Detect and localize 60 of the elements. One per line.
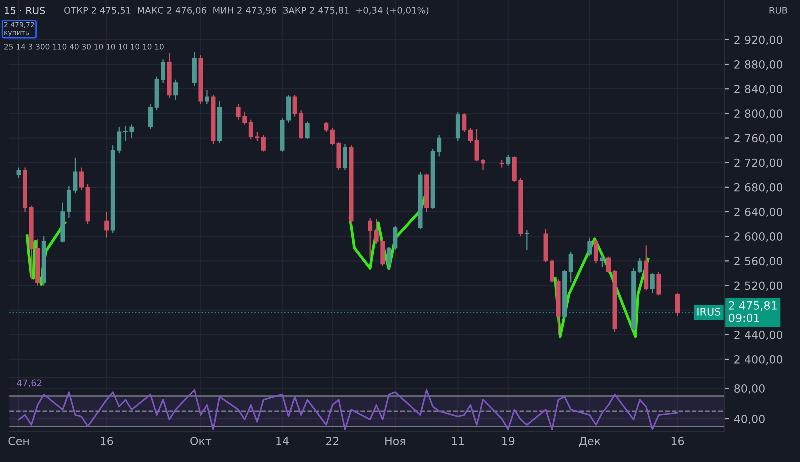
x-tick-label: 22: [326, 437, 339, 446]
candlestick: [80, 167, 84, 192]
y-tick-label: 2 440,00: [734, 330, 783, 340]
y-tick-label: 2 560,00: [734, 257, 783, 267]
x-tick-label: 16: [100, 437, 114, 446]
candlestick: [506, 154, 511, 166]
candlestick: [174, 79, 178, 101]
candlestick: [588, 237, 592, 257]
candlestick: [368, 218, 373, 259]
candlestick: [324, 122, 329, 133]
y-tick-label: 80,00: [734, 384, 765, 394]
candlestick: [650, 272, 655, 294]
candlestick: [16, 167, 22, 179]
candlestick: [261, 134, 266, 152]
candlestick: [550, 259, 555, 284]
candlestick: [456, 112, 460, 142]
candlestick: [524, 230, 530, 251]
ref-line-label: 2 475,81 09:01: [729, 301, 777, 322]
y-tick-label: 2 720,00: [734, 158, 783, 168]
candlestick: [468, 128, 473, 144]
text: ОТКР 2 475,51 МАКС 2 476,06 МИН 2 473,96 ЗАКР 2 475,81 +0,34 (+0,01%): [64, 6, 429, 15]
candlestick: [305, 121, 310, 140]
x-tick-label: Ноя: [386, 437, 406, 446]
y-tick-label: 2 840,00: [734, 85, 783, 95]
candlestick: [606, 256, 611, 274]
candlestick: [343, 144, 348, 171]
candlestick: [481, 158, 486, 171]
annotation: IRUS: [698, 308, 721, 316]
text: 15 · RUS: [5, 7, 46, 14]
y-tick-label: 2 640,00: [734, 208, 783, 218]
candlestick: [568, 251, 574, 284]
candlestick: [148, 104, 153, 130]
x-tick-label: Сен: [8, 437, 29, 446]
y-tick-label: 2 600,00: [734, 232, 783, 242]
candlestick: [204, 90, 210, 106]
y-tick-label: 2 760,00: [734, 134, 783, 144]
x-tick-label: 16: [672, 437, 684, 446]
candlestick: [594, 240, 598, 264]
y-tick-label: 2 680,00: [734, 183, 783, 193]
x-tick-label: 19: [502, 437, 515, 446]
x-tick-label: Окт: [190, 437, 212, 446]
candlestick: [286, 94, 292, 124]
y-tick-label: 40,00: [734, 415, 765, 425]
x-tick-label: 11: [452, 437, 464, 446]
x-tick-label: Дек: [579, 437, 601, 448]
y-tick-label: 2 400,00: [734, 355, 783, 365]
annotation: 47,62: [17, 380, 42, 388]
candlestick: [656, 272, 662, 296]
text: RUB: [770, 7, 788, 14]
y-tick-label: 2 880,00: [734, 60, 783, 70]
candlestick: [104, 211, 110, 238]
candlestick: [600, 254, 605, 268]
candlestick: [676, 292, 680, 318]
candlestick: [638, 258, 642, 274]
y-tick-label: 2 920,00: [734, 36, 783, 46]
y-tick-label: 2 520,00: [734, 282, 783, 292]
line-series: [18, 389, 679, 430]
x-tick-label: 14: [276, 437, 289, 446]
y-tick-label: 2 800,00: [734, 110, 783, 120]
candlestick: [462, 113, 467, 133]
